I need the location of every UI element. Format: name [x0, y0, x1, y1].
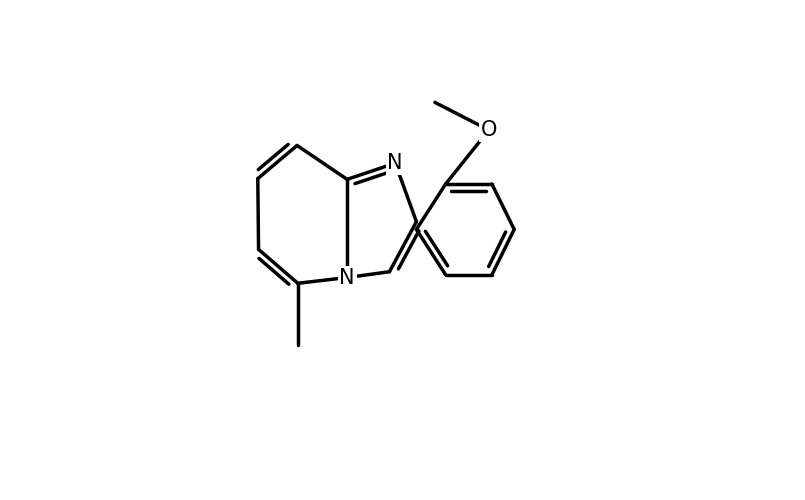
- Text: N: N: [387, 153, 403, 173]
- Text: O: O: [481, 120, 497, 140]
- Text: N: N: [340, 268, 355, 287]
